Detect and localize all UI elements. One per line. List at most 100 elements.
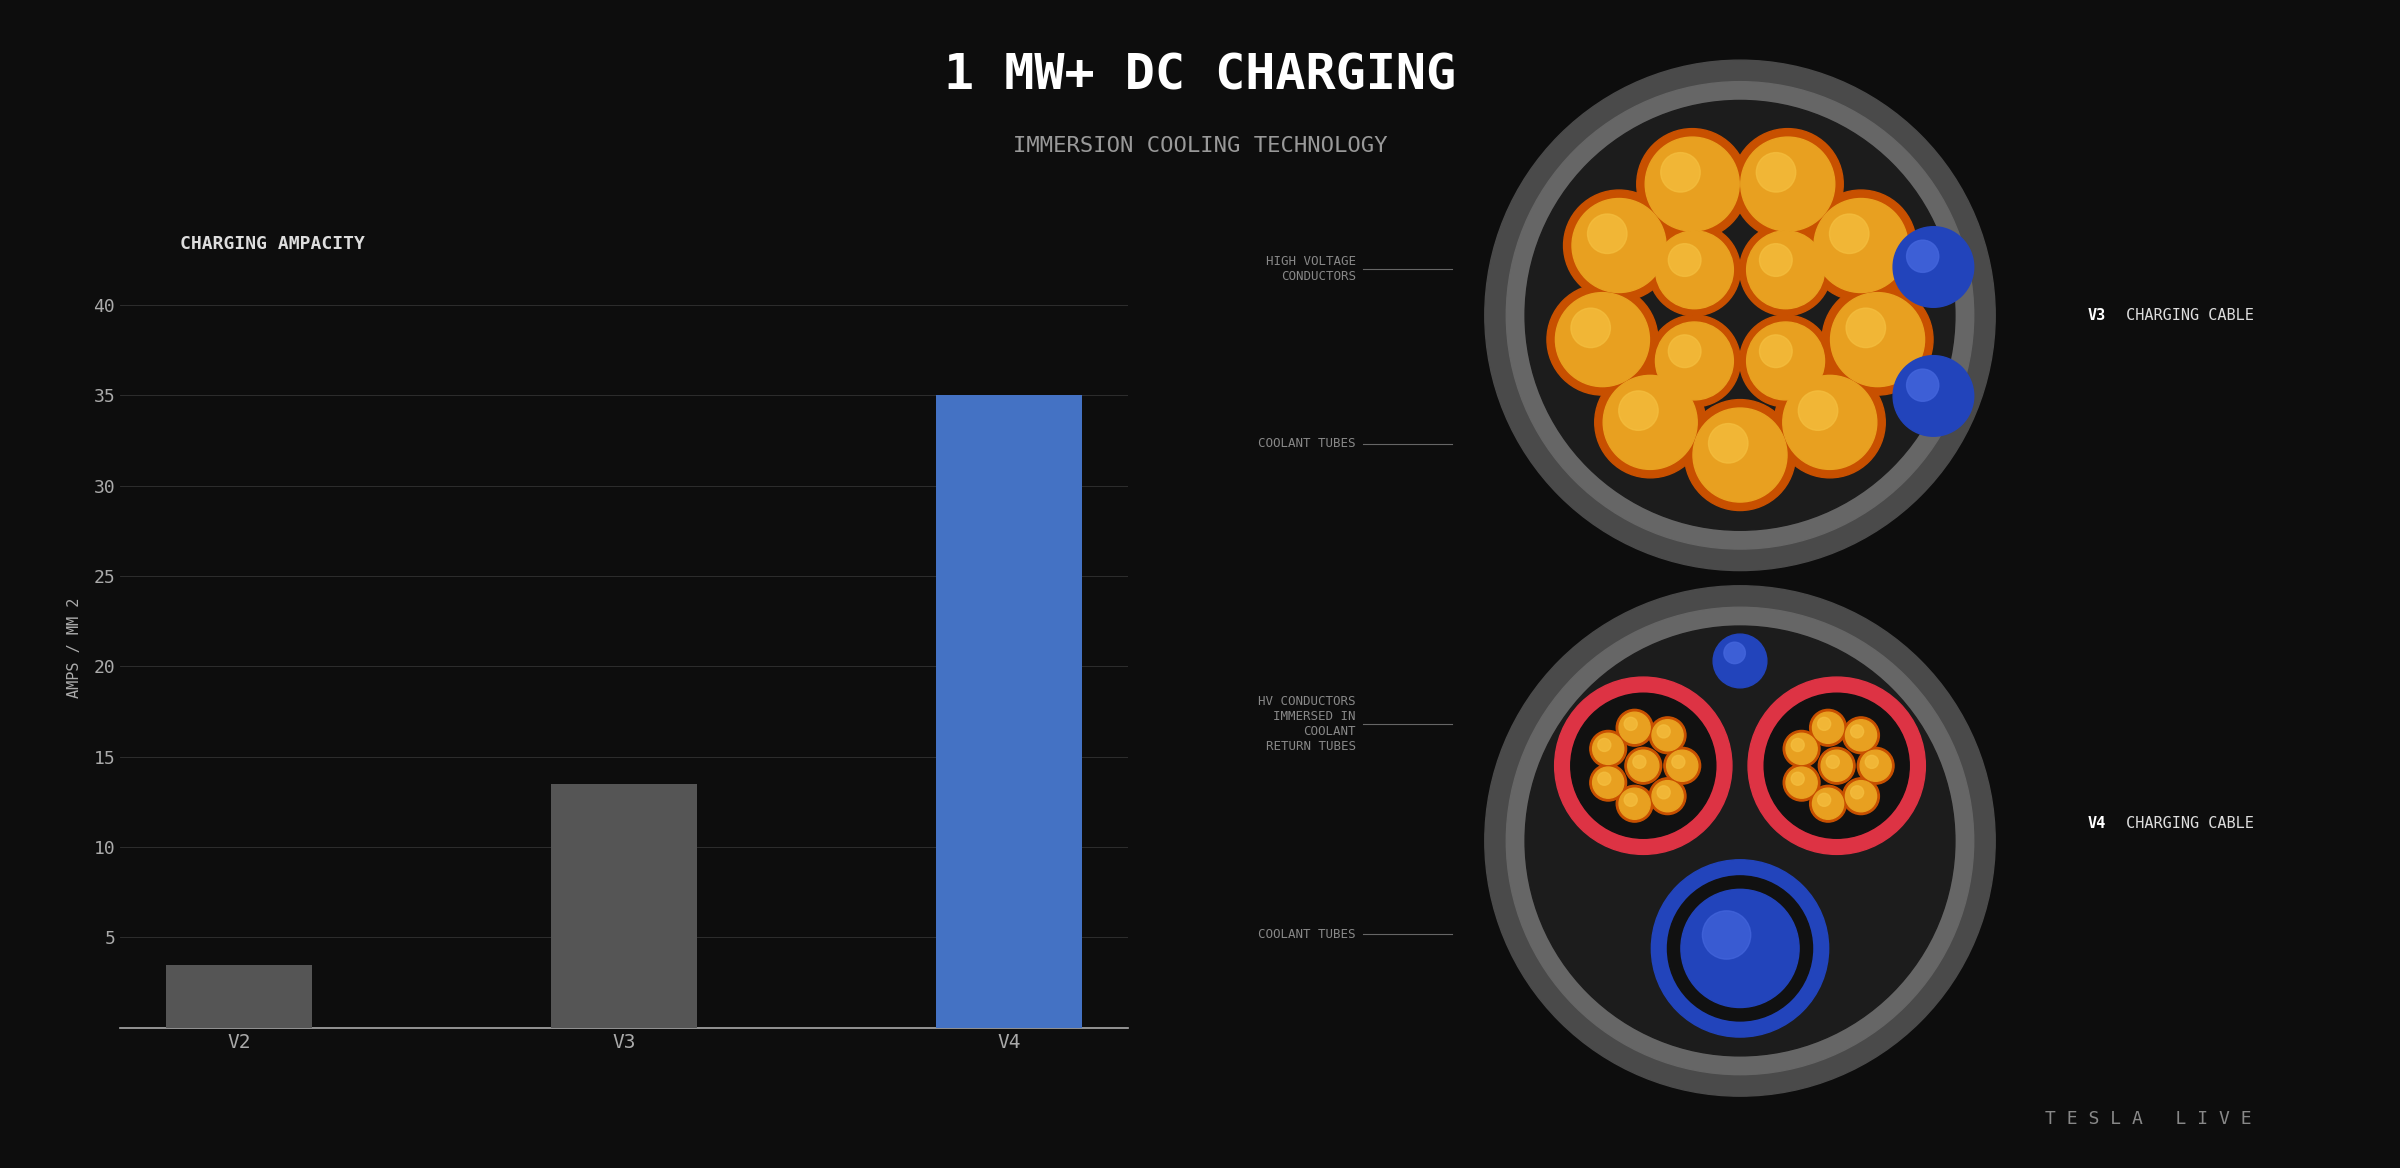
Circle shape xyxy=(1668,244,1702,277)
Circle shape xyxy=(1685,399,1795,510)
Circle shape xyxy=(1798,391,1838,430)
Text: CHARGING CABLE: CHARGING CABLE xyxy=(2117,308,2254,322)
Circle shape xyxy=(1594,367,1706,478)
Circle shape xyxy=(1651,719,1682,751)
Circle shape xyxy=(1783,375,1877,470)
Circle shape xyxy=(1759,244,1793,277)
Circle shape xyxy=(1663,748,1702,784)
Circle shape xyxy=(1589,730,1627,767)
Circle shape xyxy=(1615,785,1654,822)
Circle shape xyxy=(1486,61,1994,571)
Circle shape xyxy=(1668,335,1702,368)
Circle shape xyxy=(1555,677,1733,855)
Circle shape xyxy=(1594,767,1625,798)
Circle shape xyxy=(1649,224,1740,315)
Text: CHARGING AMPACITY: CHARGING AMPACITY xyxy=(180,235,365,253)
Circle shape xyxy=(1846,780,1877,812)
Circle shape xyxy=(1740,315,1831,406)
Circle shape xyxy=(1668,876,1812,1021)
Circle shape xyxy=(1747,231,1824,308)
Circle shape xyxy=(1805,190,1918,301)
Bar xyxy=(936,395,1082,1028)
Circle shape xyxy=(1649,315,1740,406)
Circle shape xyxy=(1810,709,1846,746)
Circle shape xyxy=(1649,778,1685,814)
Circle shape xyxy=(1555,293,1649,387)
Circle shape xyxy=(1865,756,1879,769)
Text: IMMERSION COOLING TECHNOLOGY: IMMERSION COOLING TECHNOLOGY xyxy=(1013,135,1387,157)
Circle shape xyxy=(1822,750,1853,781)
Circle shape xyxy=(1846,719,1877,751)
Circle shape xyxy=(1594,734,1625,764)
Circle shape xyxy=(1817,793,1831,806)
Circle shape xyxy=(1627,750,1658,781)
Text: HV CONDUCTORS
IMMERSED IN
COOLANT
RETURN TUBES: HV CONDUCTORS IMMERSED IN COOLANT RETURN… xyxy=(1258,695,1356,753)
Circle shape xyxy=(1656,231,1733,308)
Circle shape xyxy=(1524,626,1956,1056)
Circle shape xyxy=(1625,748,1661,784)
Circle shape xyxy=(1673,756,1685,769)
Circle shape xyxy=(1666,750,1697,781)
Circle shape xyxy=(1625,793,1637,806)
Circle shape xyxy=(1548,284,1658,395)
Circle shape xyxy=(1790,772,1805,785)
Circle shape xyxy=(1843,778,1879,814)
Circle shape xyxy=(1810,785,1846,822)
Circle shape xyxy=(1656,322,1733,399)
Circle shape xyxy=(1598,772,1610,785)
Circle shape xyxy=(1858,748,1894,784)
Circle shape xyxy=(1649,717,1685,753)
Circle shape xyxy=(1586,214,1627,253)
Circle shape xyxy=(1562,190,1675,301)
Circle shape xyxy=(1894,227,1973,307)
Circle shape xyxy=(1831,293,1925,387)
Circle shape xyxy=(1486,586,1994,1096)
Y-axis label: AMPS / MM 2: AMPS / MM 2 xyxy=(67,598,82,698)
Circle shape xyxy=(1894,355,1973,437)
Circle shape xyxy=(1625,717,1637,730)
Circle shape xyxy=(1812,712,1843,743)
Text: V3: V3 xyxy=(2088,308,2107,322)
Circle shape xyxy=(1850,725,1865,738)
Circle shape xyxy=(1651,860,1829,1037)
Text: COOLANT TUBES: COOLANT TUBES xyxy=(1258,437,1356,451)
Circle shape xyxy=(1740,224,1831,315)
Circle shape xyxy=(1790,738,1805,751)
Text: V4: V4 xyxy=(2088,816,2107,830)
Circle shape xyxy=(1507,607,1973,1075)
Circle shape xyxy=(1764,693,1910,839)
Circle shape xyxy=(1759,335,1793,368)
Bar xyxy=(552,784,696,1028)
Circle shape xyxy=(1826,756,1838,769)
Circle shape xyxy=(1740,137,1834,231)
Circle shape xyxy=(1615,709,1654,746)
Circle shape xyxy=(1692,408,1788,502)
Circle shape xyxy=(1598,738,1610,751)
Circle shape xyxy=(1702,911,1750,959)
Circle shape xyxy=(1680,889,1800,1008)
Bar xyxy=(166,965,312,1028)
Circle shape xyxy=(1786,767,1817,798)
Circle shape xyxy=(1783,730,1819,767)
Circle shape xyxy=(1812,788,1843,819)
Circle shape xyxy=(1906,369,1939,402)
Circle shape xyxy=(1603,375,1697,470)
Circle shape xyxy=(1572,199,1666,292)
Circle shape xyxy=(1620,788,1651,819)
Circle shape xyxy=(1570,693,1716,839)
Circle shape xyxy=(1817,717,1831,730)
Circle shape xyxy=(1646,137,1740,231)
Circle shape xyxy=(1572,308,1610,348)
Circle shape xyxy=(1618,391,1658,430)
Circle shape xyxy=(1661,153,1699,192)
Circle shape xyxy=(1733,128,1843,239)
Text: COOLANT TUBES: COOLANT TUBES xyxy=(1258,927,1356,941)
Circle shape xyxy=(1843,717,1879,753)
Circle shape xyxy=(1620,712,1651,743)
Circle shape xyxy=(1822,284,1932,395)
Text: 1 MW+ DC CHARGING: 1 MW+ DC CHARGING xyxy=(943,51,1457,100)
Circle shape xyxy=(1651,780,1682,812)
Circle shape xyxy=(1656,786,1670,799)
Text: HIGH VOLTAGE
CONDUCTORS: HIGH VOLTAGE CONDUCTORS xyxy=(1267,255,1356,283)
Circle shape xyxy=(1637,128,1747,239)
